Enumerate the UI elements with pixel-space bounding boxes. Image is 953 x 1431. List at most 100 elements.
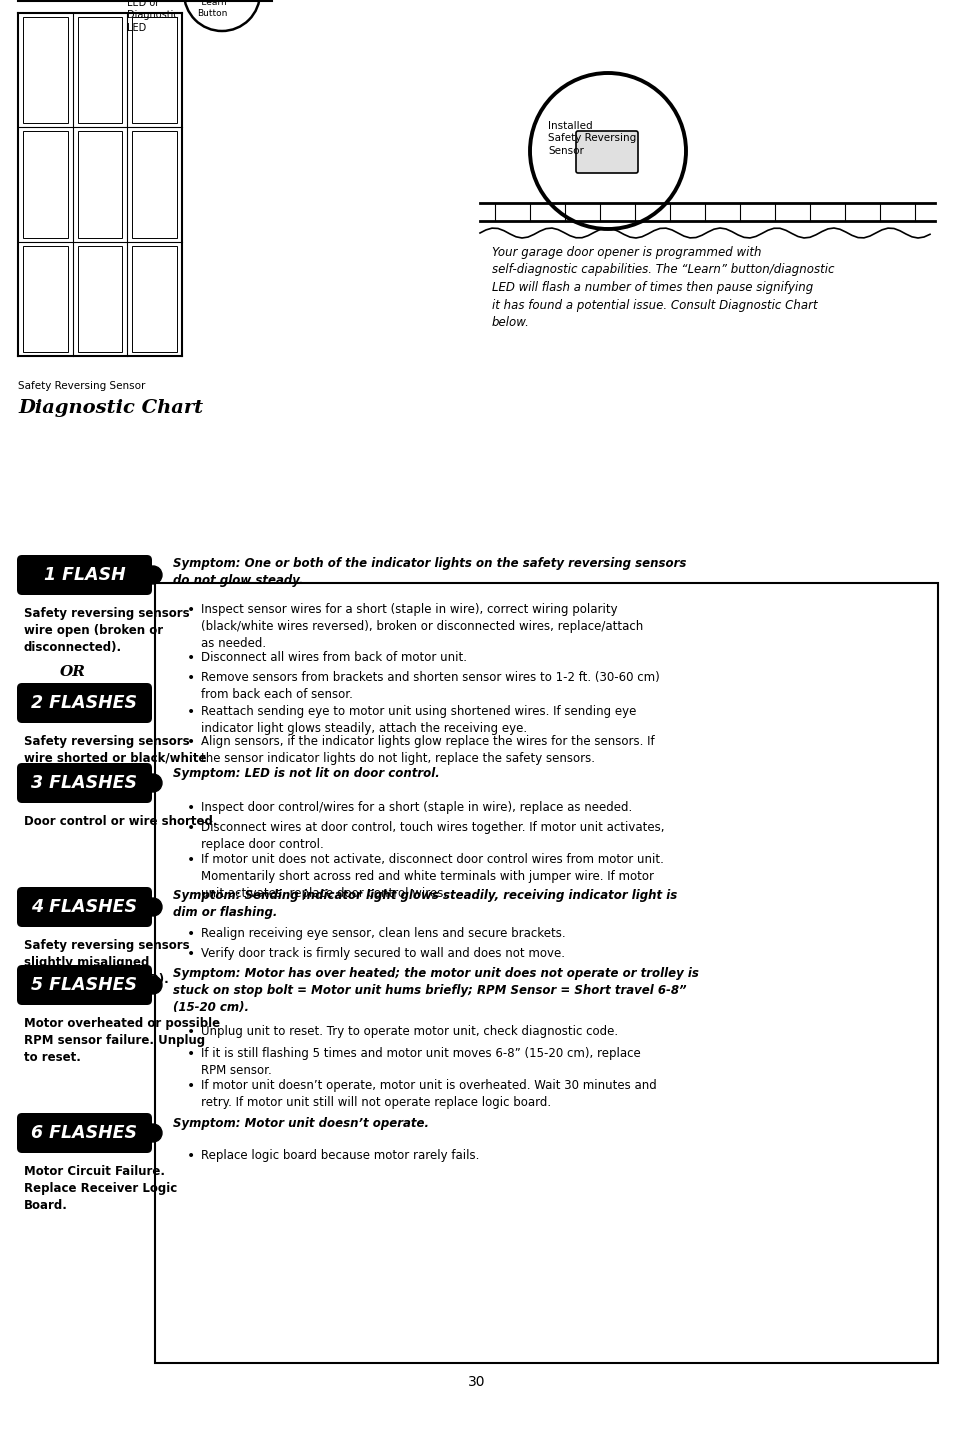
- Circle shape: [149, 780, 154, 786]
- Text: Replace logic board because motor rarely fails.: Replace logic board because motor rarely…: [201, 1149, 478, 1162]
- Circle shape: [154, 572, 160, 578]
- Text: 5 FLASHES: 5 FLASHES: [31, 976, 137, 995]
- Text: •: •: [187, 1079, 195, 1093]
- Circle shape: [139, 780, 145, 786]
- Text: •: •: [187, 602, 195, 617]
- Text: Remove sensors from brackets and shorten sensor wires to 1-2 ft. (30-60 cm)
from: Remove sensors from brackets and shorten…: [201, 671, 659, 701]
- Circle shape: [154, 780, 160, 786]
- Text: Motor Circuit Failure.
Replace Receiver Logic
Board.: Motor Circuit Failure. Replace Receiver …: [24, 1165, 177, 1212]
- Text: Verify door track is firmly secured to wall and does not move.: Verify door track is firmly secured to w…: [201, 947, 564, 960]
- Text: Safety Reversing Sensor: Safety Reversing Sensor: [18, 381, 145, 391]
- Text: “Learn”
Button: “Learn” Button: [196, 0, 231, 19]
- Text: Disconnect wires at door control, touch wires together. If motor unit activates,: Disconnect wires at door control, touch …: [201, 821, 664, 851]
- Bar: [132, 246, 177, 352]
- Bar: [23, 17, 68, 123]
- Circle shape: [149, 904, 154, 910]
- Circle shape: [149, 572, 154, 578]
- Text: Realign receiving eye sensor, clean lens and secure brackets.: Realign receiving eye sensor, clean lens…: [201, 927, 565, 940]
- Text: •: •: [187, 947, 195, 962]
- Text: •: •: [187, 736, 195, 748]
- Circle shape: [134, 982, 140, 987]
- Circle shape: [144, 572, 150, 578]
- Circle shape: [144, 774, 162, 791]
- Bar: [154, 582, 937, 1362]
- Text: Inspect door control/wires for a short (staple in wire), replace as needed.: Inspect door control/wires for a short (…: [201, 801, 632, 814]
- Circle shape: [149, 982, 154, 987]
- Text: Installed
Safety Reversing
Sensor: Installed Safety Reversing Sensor: [547, 122, 636, 156]
- Circle shape: [134, 904, 140, 910]
- Circle shape: [144, 904, 150, 910]
- FancyBboxPatch shape: [17, 964, 152, 1005]
- Text: Symptom: LED is not lit on door control.: Symptom: LED is not lit on door control.: [172, 767, 439, 780]
- Text: •: •: [187, 705, 195, 718]
- Text: If motor unit does not activate, disconnect door control wires from motor unit.
: If motor unit does not activate, disconn…: [201, 853, 663, 900]
- Circle shape: [139, 982, 145, 987]
- Text: Safety reversing sensors
wire open (broken or
disconnected).: Safety reversing sensors wire open (brok…: [24, 607, 190, 654]
- Text: 3 FLASHES: 3 FLASHES: [31, 774, 137, 791]
- Text: Symptom: Motor has over heated; the motor unit does not operate or trolley is
st: Symptom: Motor has over heated; the moto…: [172, 967, 699, 1013]
- Text: 2 FLASHES: 2 FLASHES: [31, 694, 137, 713]
- Text: •: •: [187, 801, 195, 816]
- Circle shape: [139, 904, 145, 910]
- Circle shape: [139, 572, 145, 578]
- Circle shape: [134, 780, 140, 786]
- Text: If motor unit doesn’t operate, motor unit is overheated. Wait 30 minutes and
ret: If motor unit doesn’t operate, motor uni…: [201, 1079, 656, 1109]
- Text: If it is still flashing 5 times and motor unit moves 6-8” (15-20 cm), replace
RP: If it is still flashing 5 times and moto…: [201, 1047, 640, 1076]
- Circle shape: [144, 899, 162, 916]
- Text: Inspect sensor wires for a short (staple in wire), correct wiring polarity
(blac: Inspect sensor wires for a short (staple…: [201, 602, 642, 650]
- Text: Safety reversing sensors
wire shorted or black/white
wire reversed.: Safety reversing sensors wire shorted or…: [24, 736, 206, 781]
- Text: •: •: [187, 927, 195, 942]
- Text: 1 FLASH: 1 FLASH: [44, 567, 125, 584]
- Text: •: •: [187, 1149, 195, 1163]
- Bar: [132, 132, 177, 238]
- Text: Symptom: Motor unit doesn’t operate.: Symptom: Motor unit doesn’t operate.: [172, 1118, 429, 1130]
- Text: Unplug unit to reset. Try to operate motor unit, check diagnostic code.: Unplug unit to reset. Try to operate mot…: [201, 1025, 618, 1037]
- Bar: [77, 246, 122, 352]
- Bar: [23, 246, 68, 352]
- Text: Reattach sending eye to motor unit using shortened wires. If sending eye
indicat: Reattach sending eye to motor unit using…: [201, 705, 636, 734]
- Circle shape: [134, 1130, 140, 1136]
- Text: LED or
Diagnostic
LED: LED or Diagnostic LED: [127, 0, 178, 33]
- Text: •: •: [187, 1025, 195, 1039]
- Text: OR: OR: [60, 665, 86, 678]
- Bar: [77, 132, 122, 238]
- Circle shape: [149, 1130, 154, 1136]
- Text: Safety reversing sensors
slightly misaligned
(dim or flashing LED).: Safety reversing sensors slightly misali…: [24, 939, 190, 986]
- Text: •: •: [187, 1047, 195, 1060]
- FancyBboxPatch shape: [576, 132, 638, 173]
- Text: •: •: [187, 671, 195, 685]
- Text: Your garage door opener is programmed with
self-diagnostic capabilities. The “Le: Your garage door opener is programmed wi…: [492, 246, 834, 329]
- Text: Symptom: Sending indicator light glows steadily, receiving indicator light is
di: Symptom: Sending indicator light glows s…: [172, 889, 677, 919]
- FancyBboxPatch shape: [17, 683, 152, 723]
- Text: •: •: [187, 853, 195, 867]
- FancyBboxPatch shape: [17, 555, 152, 595]
- Text: Door control or wire shorted.: Door control or wire shorted.: [24, 816, 217, 829]
- Circle shape: [144, 780, 150, 786]
- FancyBboxPatch shape: [17, 1113, 152, 1153]
- Text: Align sensors, if the indicator lights glow replace the wires for the sensors. I: Align sensors, if the indicator lights g…: [201, 736, 654, 764]
- Circle shape: [144, 1130, 150, 1136]
- Text: Symptom: One or both of the indicator lights on the safety reversing sensors
do : Symptom: One or both of the indicator li…: [172, 557, 685, 587]
- FancyBboxPatch shape: [17, 763, 152, 803]
- Circle shape: [154, 1130, 160, 1136]
- Text: Diagnostic Chart: Diagnostic Chart: [18, 399, 203, 416]
- Circle shape: [154, 904, 160, 910]
- Circle shape: [144, 982, 150, 987]
- Text: 4 FLASHES: 4 FLASHES: [31, 899, 137, 916]
- Circle shape: [134, 572, 140, 578]
- Circle shape: [139, 1130, 145, 1136]
- Text: 30: 30: [468, 1375, 485, 1390]
- Circle shape: [144, 1123, 162, 1142]
- Text: Motor overheated or possible
RPM sensor failure. Unplug
to reset.: Motor overheated or possible RPM sensor …: [24, 1017, 220, 1063]
- Text: •: •: [187, 821, 195, 836]
- Bar: [77, 17, 122, 123]
- Circle shape: [144, 567, 162, 584]
- Circle shape: [154, 982, 160, 987]
- Text: Disconnect all wires from back of motor unit.: Disconnect all wires from back of motor …: [201, 651, 467, 664]
- Text: •: •: [187, 651, 195, 665]
- Circle shape: [144, 976, 162, 995]
- Bar: [23, 132, 68, 238]
- FancyBboxPatch shape: [17, 887, 152, 927]
- Text: 6 FLASHES: 6 FLASHES: [31, 1123, 137, 1142]
- Bar: [132, 17, 177, 123]
